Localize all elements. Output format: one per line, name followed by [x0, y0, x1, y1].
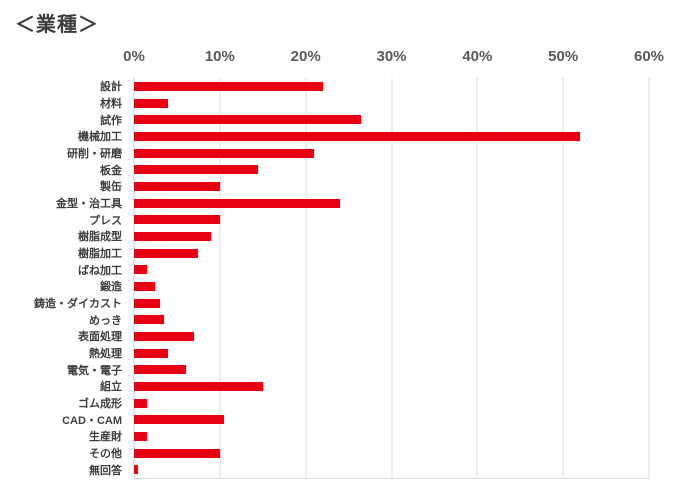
bar	[134, 281, 156, 291]
bar-row	[134, 461, 649, 478]
bar-row	[134, 361, 649, 378]
bar-row	[134, 128, 649, 145]
bar-rows	[134, 78, 649, 478]
bar	[134, 165, 259, 175]
x-axis: 0% 10% 20% 30% 40% 50% 60%	[123, 46, 664, 68]
category-label: 試作	[100, 114, 122, 127]
category-label: 金型・治工具	[56, 198, 122, 211]
bar-row	[134, 145, 649, 162]
bar	[134, 381, 263, 391]
x-tick-label: 0%	[123, 48, 145, 65]
category-label: ばね加工	[78, 264, 122, 277]
bar	[134, 98, 169, 108]
bar	[134, 448, 220, 458]
category-label: 無回答	[89, 464, 122, 477]
chart-title: ＜業種＞	[15, 14, 99, 36]
gridline	[648, 78, 650, 478]
category-label: 電気・電子	[67, 364, 122, 377]
bar-row	[134, 278, 649, 295]
category-label: 鋳造・ダイカスト	[34, 298, 122, 311]
bar	[134, 415, 225, 425]
y-axis-line	[133, 78, 135, 478]
bar-row	[134, 445, 649, 462]
x-tick-label: 40%	[462, 48, 493, 65]
bar-row	[134, 211, 649, 228]
gridline	[219, 78, 221, 478]
bar-row	[134, 161, 649, 178]
category-label: 表面処理	[78, 331, 122, 344]
bar-row	[134, 261, 649, 278]
category-label: 研削・研磨	[67, 148, 122, 161]
plot-area	[133, 78, 650, 479]
x-tick-label: 60%	[633, 48, 665, 65]
bar	[134, 248, 199, 258]
gridlines	[133, 78, 650, 478]
category-label: 材料	[100, 98, 122, 110]
category-label: 設計	[100, 81, 122, 94]
gridline	[305, 78, 307, 478]
bar	[134, 115, 362, 125]
bar	[134, 148, 315, 158]
gridline	[476, 78, 478, 478]
bar	[134, 198, 340, 208]
bar	[134, 398, 147, 408]
bar-row	[134, 378, 649, 395]
bar-row	[134, 245, 649, 262]
x-tick-label: 50%	[548, 48, 579, 65]
bar	[134, 265, 147, 275]
bar	[134, 131, 581, 141]
category-label: 板金	[100, 164, 122, 177]
gridline	[562, 78, 564, 478]
category-label: ゴム成形	[78, 398, 122, 411]
bar-row	[134, 228, 649, 245]
x-tick-label: 10%	[204, 48, 235, 65]
category-label: プレス	[89, 214, 122, 227]
bar	[134, 81, 323, 91]
category-label: 熱処理	[89, 348, 122, 361]
bar-row	[134, 428, 649, 445]
category-labels: 設計材料試作機械加工研削・研磨板金製缶金型・治工具プレス樹脂成型樹脂加工ばね加工…	[0, 78, 122, 478]
category-label: CAD・CAM	[62, 414, 122, 427]
category-label: 生産財	[89, 431, 122, 444]
bar-row	[134, 295, 649, 312]
category-label: その他	[89, 448, 122, 461]
bar-row	[134, 311, 649, 328]
bar-row	[134, 111, 649, 128]
bar-row	[134, 95, 649, 112]
bar	[134, 181, 220, 191]
bar-row	[134, 411, 649, 428]
bar	[134, 215, 220, 225]
bar-row	[134, 178, 649, 195]
category-label: 製缶	[100, 181, 122, 194]
bar-row	[134, 395, 649, 412]
category-label: めっき	[89, 314, 122, 327]
bar-row	[134, 195, 649, 212]
bar-row	[134, 328, 649, 345]
bar-row	[134, 78, 649, 95]
category-label: 組立	[100, 381, 122, 394]
category-label: 樹脂成型	[78, 231, 122, 244]
gridline	[391, 78, 392, 478]
bar	[134, 431, 147, 441]
bar	[134, 465, 139, 475]
category-label: 鍛造	[100, 281, 122, 294]
bar	[134, 315, 165, 325]
bar-row	[134, 345, 649, 362]
bar	[134, 231, 212, 241]
category-label: 樹脂加工	[78, 248, 122, 261]
bar	[134, 365, 186, 375]
x-tick-label: 30%	[376, 48, 407, 65]
bar	[134, 348, 169, 358]
bar	[134, 331, 195, 341]
bar	[134, 298, 160, 308]
category-label: 機械加工	[78, 131, 122, 144]
x-tick-label: 20%	[290, 48, 321, 65]
